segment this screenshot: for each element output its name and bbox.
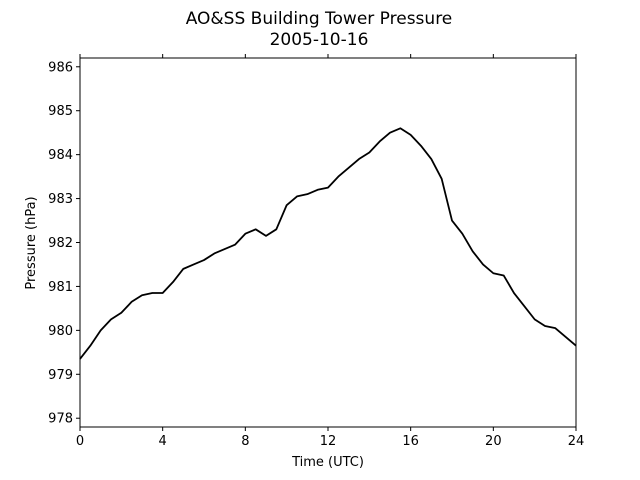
x-tick-label: 24 [568,434,585,449]
y-axis-label: Pressure (hPa) [24,196,39,289]
pressure-series [79,127,577,360]
x-tick-label: 4 [159,434,167,449]
pressure-line [79,127,577,360]
y-tick-label: 983 [48,192,73,207]
x-tick-label: 0 [76,434,84,449]
y-tick-label: 982 [48,236,73,251]
y-tick-label: 978 [48,412,73,427]
x-tick-label: 8 [241,434,249,449]
y-tick-label: 985 [48,104,73,119]
y-tick-label: 979 [48,368,73,383]
x-tick-label: 16 [402,434,419,449]
y-tick-label: 980 [48,324,73,339]
chart-title: AO&SS Building Tower Pressure [186,9,453,29]
y-tick-label: 981 [48,280,73,295]
x-axis-label: Time (UTC) [291,455,364,470]
plot-frame [79,57,577,428]
axis-ticks: 0 4 8 12 16 20 24 978 979 980 981 982 983 984 985 986 [48,54,584,449]
chart-subtitle: 2005-10-16 [270,30,369,50]
x-tick-label: 12 [320,434,337,449]
x-tick-label: 20 [485,434,502,449]
y-tick-label: 986 [48,60,73,75]
y-tick-label: 984 [48,148,73,163]
